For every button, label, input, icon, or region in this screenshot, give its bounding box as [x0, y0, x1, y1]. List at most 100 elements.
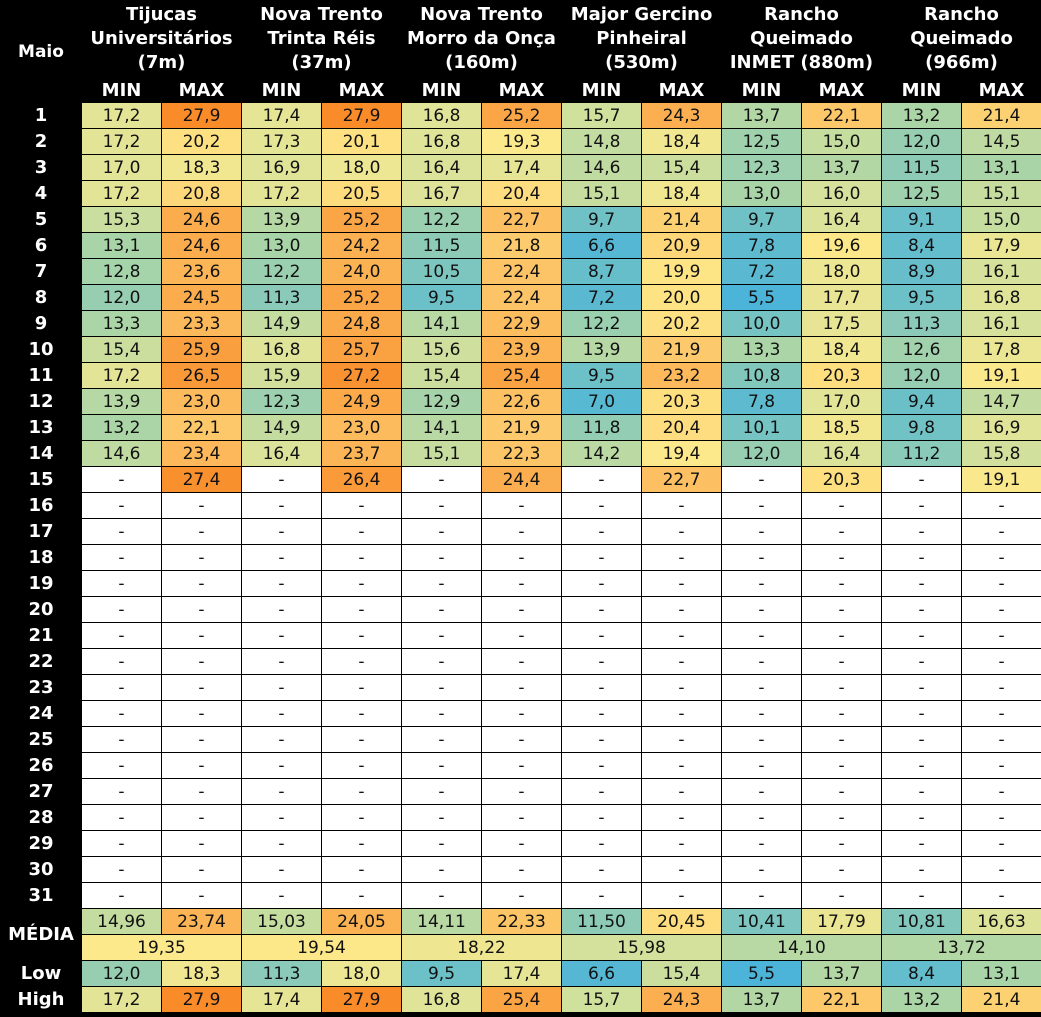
min-value-cell: -	[561, 622, 642, 649]
min-value-cell: -	[81, 778, 162, 805]
max-value-cell: 17,5	[800, 310, 883, 337]
min-value-cell: 8,9	[881, 258, 963, 285]
max-value-cell: -	[641, 518, 722, 545]
day-label: 8	[0, 284, 82, 311]
min-value-cell: 12,0	[881, 128, 963, 155]
max-value-cell: -	[481, 492, 562, 519]
day-label: 22	[0, 648, 82, 675]
max-value-cell: 15,0	[961, 206, 1041, 233]
min-value-cell: -	[881, 544, 963, 571]
min-value-cell: -	[881, 700, 963, 727]
max-value-cell: -	[961, 752, 1041, 779]
day-label: 11	[0, 362, 82, 389]
max-value-cell: -	[800, 700, 883, 727]
max-header: MAX	[641, 77, 722, 103]
min-value-cell: -	[81, 518, 162, 545]
day-label: 7	[0, 258, 82, 285]
min-value-cell: -	[721, 674, 802, 701]
max-value-cell: 20,9	[641, 232, 722, 259]
min-value-cell: -	[721, 492, 802, 519]
min-value-cell: 11,5	[881, 154, 963, 181]
max-value-cell: 27,2	[321, 362, 402, 389]
day-row: 28- - - - - - - - - - - -	[0, 804, 1041, 831]
low-value: 17,4	[481, 960, 562, 987]
min-value-cell: -	[81, 726, 162, 753]
min-value-cell: 12,0	[881, 362, 963, 389]
max-value-cell: -	[800, 830, 883, 857]
min-value-cell: 12,9	[401, 388, 482, 415]
day-row: 5 15,3 24,6 13,9 25,2 12,2 22,7 9,7 21,4 9,7 16,4 9…	[0, 206, 1041, 233]
max-value-cell: -	[161, 674, 242, 701]
media-combined-value: 18,22	[401, 934, 562, 961]
media-combined-value: 13,72	[881, 934, 1041, 961]
max-value-cell: -	[641, 544, 722, 571]
max-value-cell: 14,5	[961, 128, 1041, 155]
min-value-cell: 17,2	[241, 180, 322, 207]
max-value-cell: 16,1	[961, 310, 1041, 337]
low-value: 18,3	[161, 960, 242, 987]
max-value-cell: -	[481, 856, 562, 883]
max-value-cell: -	[800, 856, 883, 883]
min-value-cell: 15,9	[241, 362, 322, 389]
min-value-cell: -	[241, 778, 322, 805]
min-value-cell: 17,2	[81, 128, 162, 155]
min-value-cell: 9,5	[401, 284, 482, 311]
min-value-cell: 15,3	[81, 206, 162, 233]
max-value-cell: 23,0	[321, 414, 402, 441]
min-value-cell: -	[881, 752, 963, 779]
media-combined-value: 15,98	[561, 934, 722, 961]
max-value-cell: -	[321, 882, 402, 909]
media-value: 23,74	[161, 908, 242, 935]
min-value-cell: 16,4	[241, 440, 322, 467]
day-label: 10	[0, 336, 82, 363]
min-value-cell: -	[401, 674, 482, 701]
min-value-cell: -	[241, 830, 322, 857]
min-value-cell: -	[401, 648, 482, 675]
day-label: 17	[0, 518, 82, 545]
day-row: 11 17,2 26,5 15,9 27,2 15,4 25,4 9,5 23,2 10,8 20,…	[0, 362, 1041, 389]
min-value-cell: 7,0	[561, 388, 642, 415]
max-value-cell: 17,7	[800, 284, 883, 311]
max-value-cell: -	[321, 492, 402, 519]
max-header: MAX	[961, 77, 1041, 103]
day-label: 21	[0, 622, 82, 649]
max-value-cell: 15,4	[641, 154, 722, 181]
min-value-cell: -	[561, 882, 642, 909]
min-value-cell: 8,7	[561, 258, 642, 285]
min-value-cell: -	[241, 622, 322, 649]
min-value-cell: 8,4	[881, 232, 963, 259]
day-row: 4 17,2 20,8 17,2 20,5 16,7 20,4 15,1 18,4 13,0 16,…	[0, 180, 1041, 207]
min-value-cell: -	[241, 648, 322, 675]
min-value-cell: 11,5	[401, 232, 482, 259]
max-value-cell: -	[961, 830, 1041, 857]
high-value: 17,4	[241, 986, 322, 1013]
min-value-cell: 12,0	[721, 440, 802, 467]
max-value-cell: 18,0	[800, 258, 883, 285]
min-header: MIN	[81, 77, 162, 103]
min-value-cell: -	[81, 570, 162, 597]
min-value-cell: 11,2	[881, 440, 963, 467]
max-value-cell: -	[641, 570, 722, 597]
min-value-cell: 12,3	[241, 388, 322, 415]
min-value-cell: 15,7	[561, 102, 642, 129]
min-value-cell: -	[721, 882, 802, 909]
min-value-cell: 14,9	[241, 310, 322, 337]
station-header: Major Gercino Pinheiral (530m)	[561, 0, 722, 78]
min-value-cell: 10,8	[721, 362, 802, 389]
max-value-cell: -	[161, 518, 242, 545]
max-value-cell: 22,9	[481, 310, 562, 337]
max-value-cell: 23,2	[641, 362, 722, 389]
max-value-cell: 24,2	[321, 232, 402, 259]
max-value-cell: -	[961, 544, 1041, 571]
max-value-cell: -	[161, 804, 242, 831]
min-value-cell: -	[881, 648, 963, 675]
max-value-cell: 23,9	[481, 336, 562, 363]
max-value-cell: -	[961, 596, 1041, 623]
min-value-cell: 10,1	[721, 414, 802, 441]
max-value-cell: 26,4	[321, 466, 402, 493]
min-value-cell: 12,3	[721, 154, 802, 181]
min-value-cell: -	[721, 596, 802, 623]
low-label: Low	[0, 960, 82, 987]
media-value: 11,50	[561, 908, 642, 935]
max-value-cell: 13,1	[961, 154, 1041, 181]
